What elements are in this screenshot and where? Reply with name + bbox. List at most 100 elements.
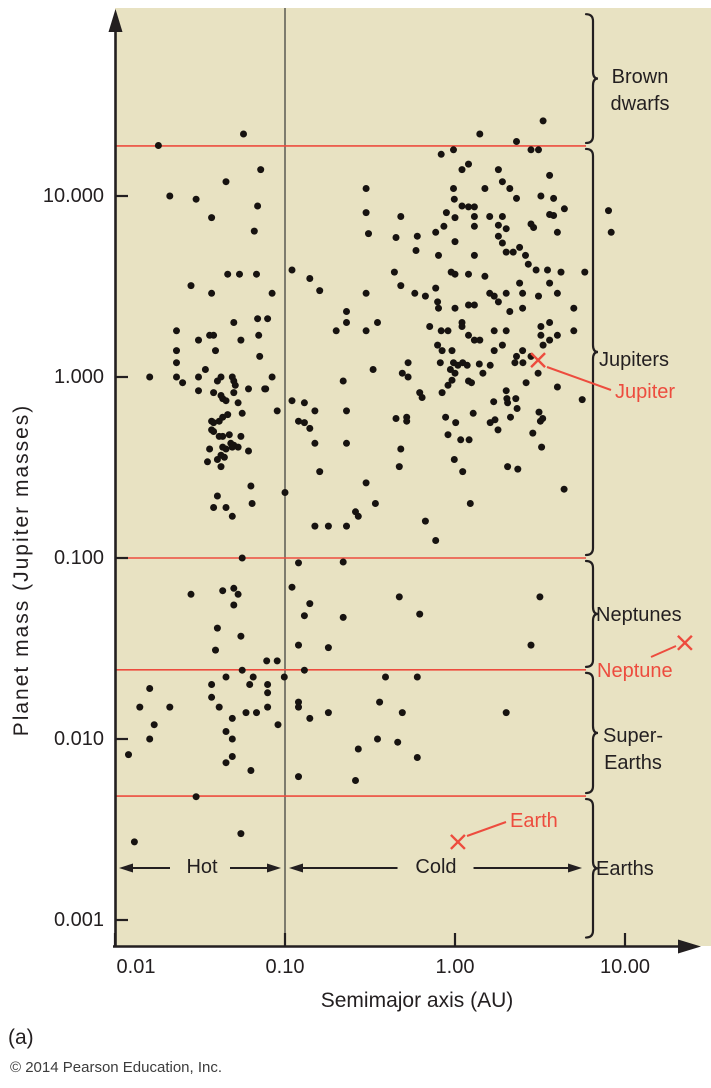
data-point bbox=[254, 315, 262, 323]
data-point bbox=[390, 268, 398, 276]
data-point bbox=[458, 166, 466, 174]
x-tick-label: 0.10 bbox=[265, 956, 305, 978]
data-point bbox=[490, 398, 498, 406]
data-point bbox=[324, 522, 332, 530]
data-point bbox=[264, 689, 272, 697]
data-point bbox=[280, 673, 288, 681]
data-point bbox=[502, 289, 510, 297]
data-point bbox=[130, 838, 138, 846]
data-point bbox=[192, 195, 200, 203]
data-point bbox=[179, 379, 187, 387]
data-point bbox=[219, 587, 227, 595]
data-point bbox=[187, 590, 195, 598]
data-point bbox=[311, 407, 319, 415]
data-point bbox=[519, 289, 527, 297]
data-point bbox=[463, 361, 471, 369]
data-point bbox=[240, 130, 247, 138]
data-point bbox=[465, 203, 472, 211]
data-point bbox=[413, 673, 421, 681]
arrowhead-icon bbox=[267, 863, 281, 873]
data-point bbox=[537, 323, 545, 330]
data-point bbox=[476, 336, 484, 344]
data-point bbox=[230, 584, 238, 592]
data-point bbox=[146, 735, 154, 743]
data-point bbox=[468, 379, 475, 387]
data-point bbox=[362, 209, 370, 217]
data-point bbox=[440, 222, 448, 230]
data-point bbox=[245, 385, 252, 393]
data-point bbox=[522, 251, 529, 259]
data-point bbox=[295, 773, 302, 781]
data-point bbox=[398, 369, 406, 377]
data-point bbox=[324, 644, 332, 652]
data-point bbox=[253, 270, 260, 278]
data-point bbox=[222, 504, 230, 511]
region-label-neptunes: Neptunes bbox=[596, 604, 682, 626]
data-point bbox=[490, 347, 498, 355]
data-point bbox=[339, 613, 347, 621]
data-point bbox=[146, 373, 154, 381]
data-point bbox=[502, 709, 510, 717]
data-point bbox=[208, 693, 216, 701]
data-point bbox=[519, 304, 527, 312]
data-point bbox=[208, 214, 216, 222]
y-tick-label: 10.000 bbox=[42, 185, 104, 207]
data-point bbox=[470, 222, 478, 230]
data-point bbox=[465, 436, 473, 444]
data-point bbox=[264, 681, 272, 688]
data-point bbox=[546, 336, 554, 344]
data-point bbox=[173, 373, 180, 381]
data-point bbox=[263, 657, 271, 665]
data-point bbox=[146, 685, 154, 692]
data-point bbox=[527, 146, 535, 154]
data-point bbox=[234, 590, 242, 598]
data-point bbox=[486, 213, 494, 220]
x-axis-arrowhead-icon bbox=[678, 939, 701, 954]
data-point bbox=[553, 289, 561, 297]
marker-label-neptune: Neptune bbox=[597, 660, 673, 682]
data-point bbox=[204, 458, 211, 466]
data-point bbox=[306, 424, 314, 432]
data-point bbox=[395, 463, 403, 471]
data-point bbox=[490, 292, 498, 300]
data-point bbox=[222, 728, 230, 735]
data-point bbox=[125, 751, 132, 759]
data-point bbox=[536, 593, 544, 601]
data-point bbox=[470, 301, 478, 309]
data-point bbox=[450, 195, 458, 203]
data-point bbox=[539, 415, 547, 422]
data-point bbox=[513, 352, 520, 360]
data-point bbox=[208, 681, 216, 688]
data-point bbox=[246, 681, 254, 688]
data-point bbox=[210, 389, 218, 397]
region-label-super-earths: Super-Earths bbox=[602, 725, 664, 774]
data-point bbox=[450, 185, 457, 192]
data-point bbox=[434, 341, 442, 349]
marker-leader-line bbox=[546, 366, 612, 391]
region-bracket bbox=[584, 671, 599, 795]
data-point bbox=[217, 373, 225, 381]
data-point bbox=[470, 336, 478, 344]
data-point bbox=[506, 308, 514, 315]
data-point bbox=[222, 178, 230, 186]
data-point bbox=[247, 482, 255, 490]
data-point bbox=[300, 399, 308, 407]
data-point bbox=[228, 735, 236, 743]
x-axis-title: Semimajor axis (AU) bbox=[320, 989, 514, 1012]
data-point bbox=[274, 721, 282, 729]
data-point bbox=[416, 610, 424, 618]
data-point bbox=[212, 646, 219, 654]
data-point bbox=[253, 709, 260, 717]
data-point bbox=[238, 409, 246, 417]
data-point bbox=[513, 194, 520, 202]
data-point bbox=[535, 292, 542, 300]
data-point bbox=[481, 185, 489, 192]
data-point bbox=[150, 721, 158, 729]
data-point bbox=[222, 673, 230, 681]
data-point bbox=[392, 234, 400, 241]
data-point bbox=[605, 207, 612, 215]
data-point bbox=[173, 359, 180, 367]
data-point bbox=[534, 369, 542, 377]
data-point bbox=[570, 304, 578, 312]
data-point bbox=[362, 327, 370, 335]
